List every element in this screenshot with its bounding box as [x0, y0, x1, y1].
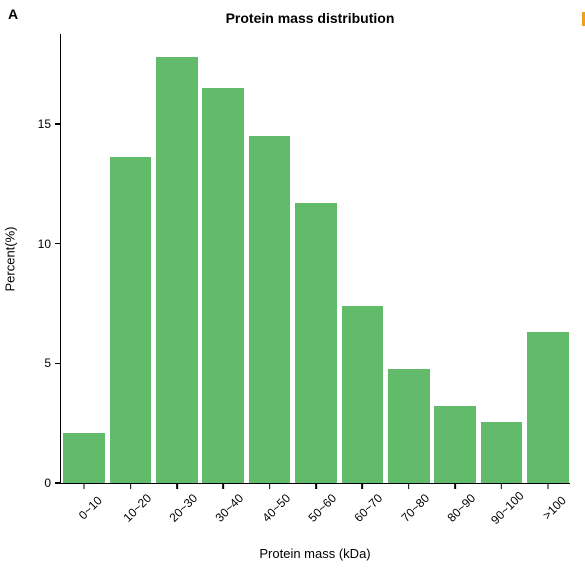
bar: [527, 332, 569, 483]
y-tick-mark: [55, 243, 61, 245]
y-tick-mark: [55, 363, 61, 365]
bar: [63, 433, 105, 483]
x-tick-label: 70~80: [398, 491, 432, 525]
x-tick-label: 0~10: [76, 493, 105, 522]
x-tick: 30~40: [206, 483, 240, 507]
panel-label: A: [8, 6, 18, 22]
x-tick: 90~100: [481, 483, 521, 507]
x-tick-mark: [130, 483, 132, 489]
y-tick-label: 15: [38, 117, 53, 131]
x-tick-label: 60~70: [352, 491, 386, 525]
x-tick-mark: [315, 483, 317, 489]
chart-title: Protein mass distribution: [180, 10, 440, 26]
x-axis-label: Protein mass (kDa): [60, 546, 570, 561]
x-tick-mark: [408, 483, 410, 489]
x-tick-label: 50~60: [305, 491, 339, 525]
x-tick-label: 10~20: [120, 491, 154, 525]
x-tick-label: 90~100: [489, 489, 527, 527]
x-tick-label: 40~50: [259, 491, 293, 525]
x-tick: 50~60: [299, 483, 333, 507]
x-tick: >100: [534, 483, 561, 507]
x-tick-mark: [83, 483, 85, 489]
y-tick-mark: [55, 482, 61, 484]
bar: [249, 136, 291, 483]
x-tick-mark: [501, 483, 503, 489]
x-tick-label: >100: [540, 493, 569, 522]
plot-area: 0510150~1010~2020~3030~4040~5050~6060~70…: [60, 34, 570, 484]
x-tick-mark: [176, 483, 178, 489]
y-axis-label: Percent(%): [3, 226, 18, 291]
x-tick-mark: [454, 483, 456, 489]
y-tick-mark: [55, 123, 61, 125]
y-tick-label: 5: [44, 356, 53, 370]
y-tick-label: 0: [44, 476, 53, 490]
x-tick-label: 80~90: [445, 491, 479, 525]
x-tick: 10~20: [114, 483, 148, 507]
x-tick-mark: [362, 483, 364, 489]
bar: [434, 406, 476, 483]
x-tick-label: 20~30: [166, 491, 200, 525]
y-tick-label: 10: [38, 237, 53, 251]
y-tick: 15: [38, 117, 61, 131]
bar: [481, 422, 523, 483]
x-tick: 40~50: [253, 483, 287, 507]
x-tick: 70~80: [392, 483, 426, 507]
x-tick: 60~70: [346, 483, 380, 507]
x-tick: 80~90: [438, 483, 472, 507]
x-tick: 0~10: [71, 483, 98, 507]
x-tick-mark: [547, 483, 549, 489]
x-tick-label: 30~40: [213, 491, 247, 525]
x-tick-mark: [223, 483, 225, 489]
y-tick: 0: [44, 476, 61, 490]
y-tick: 5: [44, 356, 61, 370]
figure: A Protein mass distribution 0510150~1010…: [0, 0, 585, 574]
bar: [156, 57, 198, 483]
x-tick: 20~30: [160, 483, 194, 507]
bar: [110, 157, 152, 483]
bar: [295, 203, 337, 483]
y-tick: 10: [38, 237, 61, 251]
bar: [342, 306, 384, 483]
bar: [202, 88, 244, 483]
x-tick-mark: [269, 483, 271, 489]
bar: [388, 369, 430, 483]
